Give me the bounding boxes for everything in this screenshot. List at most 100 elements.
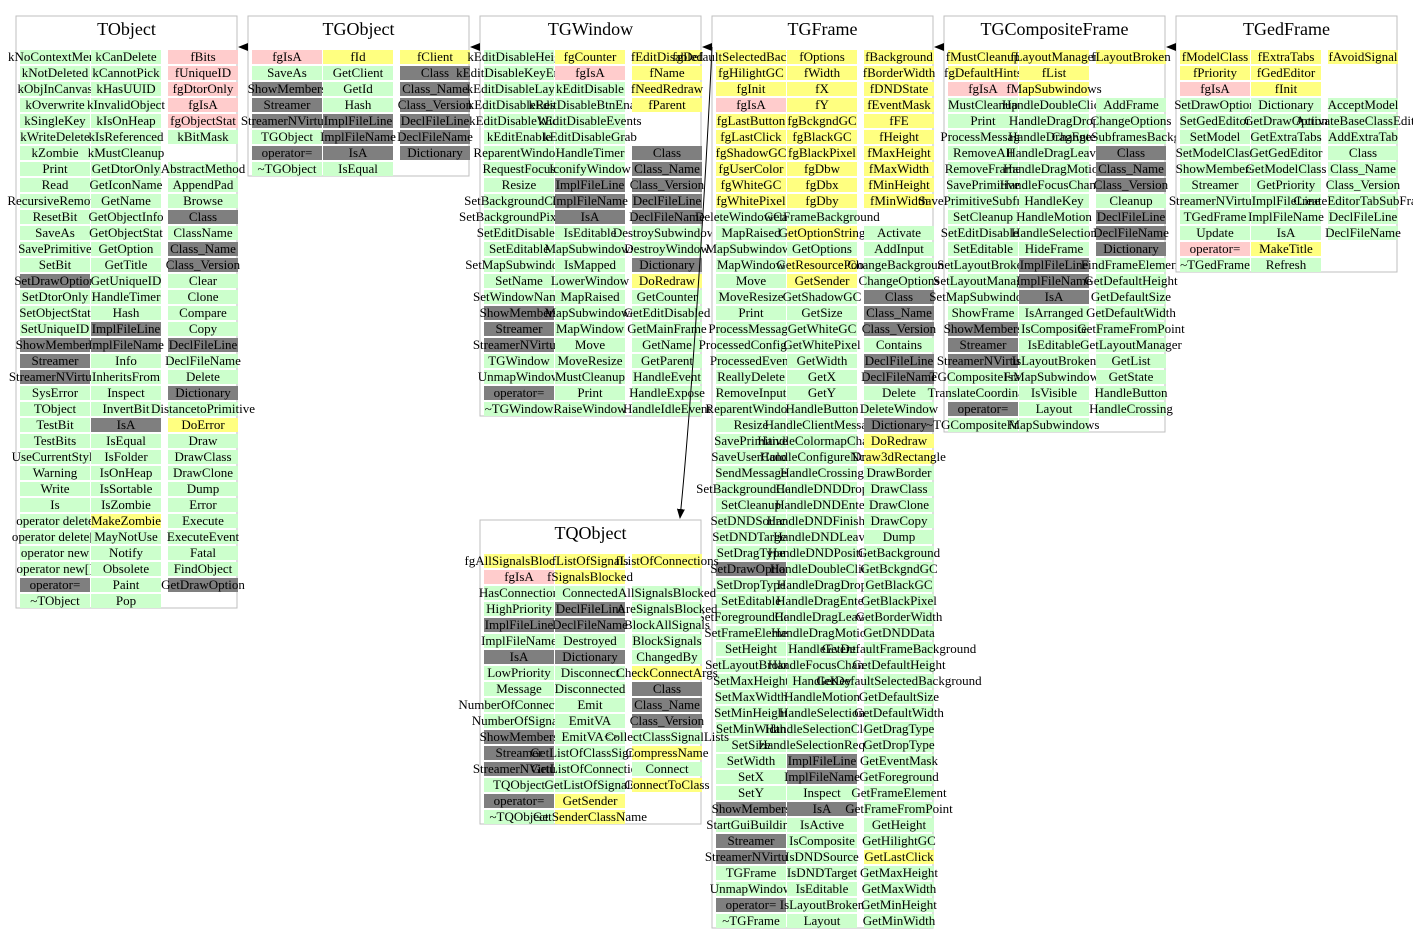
member-label: Print <box>738 305 764 320</box>
member-label: Draw3dRectangle <box>852 449 946 464</box>
member-label: HandleExpose <box>629 385 705 400</box>
member-cell <box>252 162 322 176</box>
member-cell <box>948 354 1018 368</box>
member-label: SaveAs <box>267 65 307 80</box>
member-label: TGObject <box>261 129 313 144</box>
member-cell <box>555 274 625 288</box>
member-cell <box>20 418 90 432</box>
member-label: DeclFileName <box>397 129 473 144</box>
member-label: Dictionary <box>871 417 927 432</box>
member-label: operator delete <box>16 513 94 528</box>
member-cell <box>252 130 322 144</box>
member-label: GetSenderClassName <box>533 809 647 824</box>
member-label: ImplFileName <box>1248 209 1324 224</box>
member-label: Pop <box>116 593 136 608</box>
member-cell <box>91 418 161 432</box>
member-cell <box>484 794 554 808</box>
member-cell <box>484 274 554 288</box>
member-label: kZombie <box>32 145 79 160</box>
member-cell <box>555 650 625 664</box>
member-cell <box>168 194 238 208</box>
member-cell <box>1180 146 1250 160</box>
member-label: IsA <box>1045 289 1064 304</box>
member-label: TObject <box>34 401 77 416</box>
member-cell <box>716 290 786 304</box>
member-cell <box>1096 210 1166 224</box>
member-label: GetTitle <box>105 257 148 272</box>
member-label: ImplFileLine <box>556 177 625 192</box>
member-label: GetMaxHeight <box>860 865 938 880</box>
member-cell <box>864 370 934 384</box>
member-cell <box>948 98 1018 112</box>
member-cell <box>787 50 857 64</box>
member-label: MoveResize <box>719 289 784 304</box>
member-label: HandleDragMotion <box>1003 161 1105 176</box>
member-label: GetFrameFromPoint <box>845 801 953 816</box>
member-cell <box>716 866 786 880</box>
member-label: HandleDNDPosition <box>768 545 877 560</box>
member-label: HandleFocusChange <box>1000 177 1109 192</box>
member-cell <box>20 210 90 224</box>
member-cell <box>787 418 857 432</box>
member-label: fgCounter <box>564 49 617 64</box>
member-label: fDNDState <box>870 81 929 96</box>
member-label: fLayoutBroken <box>1091 49 1171 64</box>
member-label: GetOptionString <box>779 225 866 240</box>
member-label: MustCleanup <box>948 97 1018 112</box>
member-cell <box>1180 210 1250 224</box>
member-cell <box>484 130 554 144</box>
member-label: DrawClass <box>870 481 927 496</box>
member-cell <box>948 130 1018 144</box>
class-node: TGCompositeFrame fMustCleanupfgDefaultHin… <box>918 15 1211 433</box>
member-label: HandleDNDDrop <box>776 481 868 496</box>
member-label: ConnectToClass <box>624 777 709 792</box>
member-label: Class_Version <box>630 713 705 728</box>
member-label: ImplFileName <box>88 337 164 352</box>
member-cell <box>168 178 238 192</box>
member-label: Class <box>189 209 217 224</box>
member-cell <box>555 50 625 64</box>
member-cell <box>168 50 238 64</box>
member-label: SetEditable <box>489 241 549 256</box>
member-cell <box>1096 290 1166 304</box>
member-label: ~TObject <box>30 593 80 608</box>
member-cell <box>787 658 857 672</box>
member-label: IsA <box>117 417 136 432</box>
member-cell <box>1096 50 1166 64</box>
member-label: fgHilightGC <box>718 65 784 80</box>
member-label: Class <box>653 681 681 696</box>
member-cell <box>864 274 934 288</box>
member-label: GetParent <box>641 353 693 368</box>
member-label: GetName <box>101 193 151 208</box>
member-cell <box>1019 386 1089 400</box>
member-cell <box>716 850 786 864</box>
member-cell <box>716 578 786 592</box>
member-cell <box>91 530 161 544</box>
member-cell <box>323 50 393 64</box>
class-title: TGWindow <box>548 19 633 39</box>
member-label: GetUniqueID <box>91 273 162 288</box>
member-label: kEditEnable <box>487 129 551 144</box>
member-label: IsEqual <box>338 161 378 176</box>
member-cell <box>1180 114 1250 128</box>
member-label: ShowMembers <box>248 81 327 96</box>
member-cell <box>716 50 786 64</box>
member-label: ClassName <box>173 225 232 240</box>
member-label: ActivateBaseClassEditors <box>1295 113 1413 128</box>
member-cell <box>1251 146 1321 160</box>
member-label: IsEditable <box>564 225 617 240</box>
member-cell <box>632 554 702 568</box>
member-cell <box>1251 210 1321 224</box>
member-label: ShowMembers <box>1176 161 1255 176</box>
member-cell <box>716 354 786 368</box>
member-cell <box>716 786 786 800</box>
member-cell <box>864 834 934 848</box>
member-label: GetSender <box>795 273 851 288</box>
member-label: HandleEvent <box>633 369 701 384</box>
member-cell <box>787 690 857 704</box>
member-label: SetDrawOption <box>1174 97 1256 112</box>
member-label: Warning <box>33 465 78 480</box>
member-label: kOverwrite <box>25 97 84 112</box>
member-label: ReparentWindow <box>705 401 797 416</box>
member-label: GetListOfConnections <box>531 761 649 776</box>
